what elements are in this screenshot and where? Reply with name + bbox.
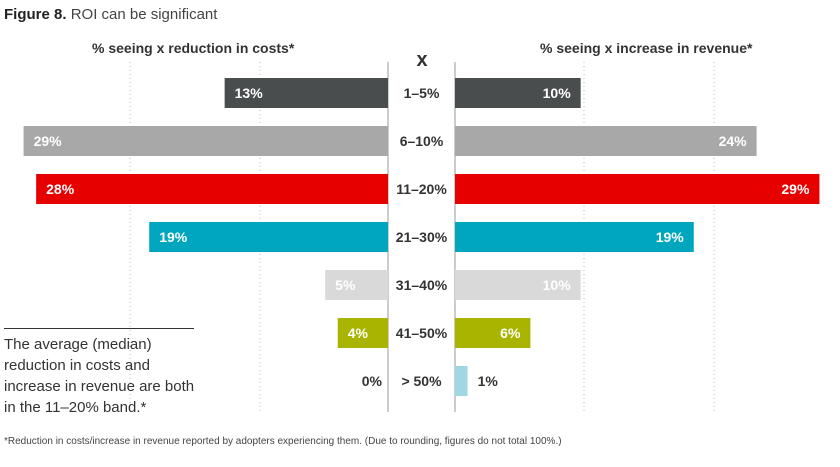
left-axis-heading: % seeing x reduction in costs* xyxy=(92,40,295,56)
right-axis-heading: % seeing x increase in revenue* xyxy=(540,40,753,56)
category-label-6: > 50% xyxy=(401,373,442,389)
figure-subtitle: ROI can be significant xyxy=(70,6,218,23)
bar-right-3 xyxy=(455,222,694,252)
footnote: *Reduction in costs/increase in revenue … xyxy=(4,436,562,447)
value-label-right-2: 29% xyxy=(781,181,810,197)
center-axis-heading: x xyxy=(416,49,428,71)
bar-right-5 xyxy=(455,318,531,348)
category-label-0: 1–5% xyxy=(404,85,440,101)
category-label-5: 41–50% xyxy=(396,325,448,341)
value-label-left-2: 28% xyxy=(46,181,75,197)
bar-left-5 xyxy=(337,318,388,348)
value-label-right-4: 10% xyxy=(543,277,572,293)
bar-right-0 xyxy=(455,78,581,108)
figure-title: Figure 8. ROI can be significant xyxy=(4,6,217,23)
category-label-2: 11–20% xyxy=(396,181,447,197)
value-label-right-1: 24% xyxy=(719,133,748,149)
bar-left-3 xyxy=(149,222,388,252)
value-label-left-5: 4% xyxy=(348,325,369,341)
value-label-left-6: 0% xyxy=(362,373,383,389)
value-label-right-0: 10% xyxy=(543,85,572,101)
value-label-left-0: 13% xyxy=(235,85,264,101)
value-label-right-3: 19% xyxy=(656,229,685,245)
bar-left-0 xyxy=(224,78,388,108)
category-label-3: 21–30% xyxy=(396,229,448,245)
value-label-right-5: 6% xyxy=(500,325,521,341)
median-note: The average (median) reduction in costs … xyxy=(4,336,195,416)
value-label-left-3: 19% xyxy=(159,229,188,245)
figure-number: Figure 8. xyxy=(4,6,67,23)
bar-right-4 xyxy=(455,270,581,300)
value-label-left-4: 5% xyxy=(335,277,356,293)
value-label-right-6: 1% xyxy=(478,373,499,389)
bar-left-2 xyxy=(36,174,389,204)
bar-right-6 xyxy=(455,366,468,396)
value-label-left-1: 29% xyxy=(34,133,63,149)
note-divider xyxy=(4,328,194,329)
bar-left-1 xyxy=(23,126,389,156)
category-label-4: 31–40% xyxy=(396,277,448,293)
category-label-1: 6–10% xyxy=(400,133,444,149)
bar-left-4 xyxy=(325,270,388,300)
bar-right-2 xyxy=(455,174,820,204)
bar-right-1 xyxy=(455,126,757,156)
